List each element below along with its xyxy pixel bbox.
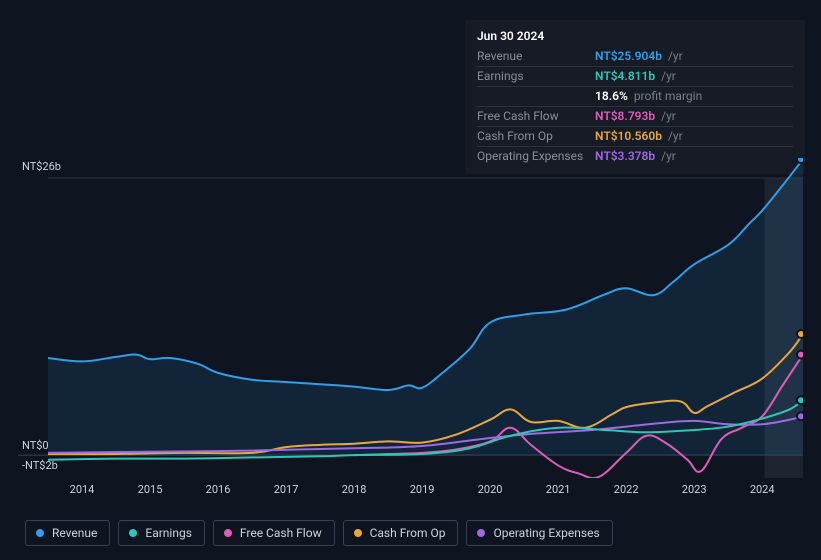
x-axis: 2014 2015 2016 2017 2018 2019 2020 2021 2022 2023… — [18, 483, 803, 503]
x-axis-label: 2017 — [274, 483, 299, 496]
legend-dot — [354, 529, 362, 537]
tooltip-row-label: Free Cash Flow — [477, 107, 595, 127]
x-axis-label: 2015 — [138, 483, 163, 496]
tooltip-box: Jun 30 2024 RevenueNT$25.904b /yrEarning… — [465, 20, 805, 174]
x-axis-label: 2014 — [70, 483, 95, 496]
tooltip-row-label: Earnings — [477, 67, 595, 87]
end-marker-opex — [797, 412, 803, 420]
tooltip-row-value: NT$8.793b /yr — [595, 107, 793, 127]
tooltip-date: Jun 30 2024 — [477, 28, 793, 45]
x-axis-label: 2018 — [342, 483, 367, 496]
tooltip-row-value: NT$25.904b /yr — [595, 47, 793, 67]
line-chart — [18, 158, 803, 513]
x-axis-label: 2023 — [682, 483, 707, 496]
legend-dot — [36, 529, 44, 537]
tooltip-row-value: NT$4.811b /yr — [595, 67, 793, 87]
legend-label: Cash From Op — [370, 526, 446, 540]
legend-item-revenue[interactable]: Revenue — [25, 520, 110, 546]
tooltip-row-label: Cash From Op — [477, 127, 595, 147]
x-axis-label: 2022 — [614, 483, 639, 496]
tooltip-row-value: 18.6% profit margin — [595, 87, 793, 107]
x-axis-label: 2016 — [206, 483, 231, 496]
tooltip-row-label: Revenue — [477, 47, 595, 67]
end-marker-revenue — [797, 158, 803, 163]
legend-dot — [129, 529, 137, 537]
legend-item-cfo[interactable]: Cash From Op — [343, 520, 459, 546]
x-axis-label: 2019 — [410, 483, 435, 496]
end-marker-fcf — [797, 351, 803, 359]
end-marker-cfo — [797, 330, 803, 338]
x-axis-label: 2024 — [750, 483, 775, 496]
end-marker-earnings — [797, 396, 803, 404]
legend-label: Free Cash Flow — [240, 526, 322, 540]
legend-dot — [224, 529, 232, 537]
legend-dot — [477, 529, 485, 537]
tooltip-row-label — [477, 87, 595, 107]
legend-label: Earnings — [145, 526, 192, 540]
legend-label: Operating Expenses — [493, 526, 599, 540]
tooltip-row-value: NT$10.560b /yr — [595, 127, 793, 147]
legend-item-earnings[interactable]: Earnings — [118, 520, 205, 546]
x-axis-label: 2020 — [478, 483, 503, 496]
x-axis-label: 2021 — [546, 483, 571, 496]
legend-item-fcf[interactable]: Free Cash Flow — [213, 520, 335, 546]
legend: Revenue Earnings Free Cash Flow Cash From O… — [25, 520, 613, 546]
tooltip-table: RevenueNT$25.904b /yrEarningsNT$4.811b /… — [477, 47, 793, 166]
legend-item-opex[interactable]: Operating Expenses — [466, 520, 612, 546]
legend-label: Revenue — [52, 526, 97, 540]
